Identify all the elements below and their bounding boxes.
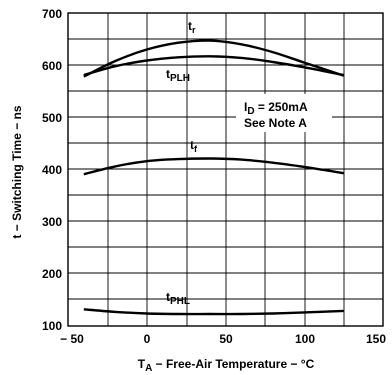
x-axis-title-rest: − Free-Air Temperature − °C	[152, 357, 314, 371]
annotation-line1-rest: = 250mA	[255, 100, 308, 114]
x-tick-label: 50	[219, 332, 233, 346]
x-axis-title-main: T	[138, 357, 146, 371]
series-label-sub: f	[194, 144, 198, 154]
series-label-sub: PHL	[170, 296, 190, 307]
x-tick-label: − 50	[60, 332, 84, 346]
series-label-sub: r	[192, 25, 196, 35]
y-tick-label: 300	[42, 215, 62, 229]
x-tick-label: 150	[366, 332, 386, 346]
y-tick-label: 600	[42, 59, 62, 73]
annotation-line1-sub: D	[247, 106, 254, 117]
plot-frame	[67, 12, 384, 327]
series-label-main: t	[166, 290, 170, 304]
series-label-main: t	[188, 19, 192, 33]
y-tick-label: 200	[42, 267, 62, 281]
x-tick-label: 100	[295, 332, 315, 346]
curve-tphl	[83, 308, 344, 316]
curve-tf	[83, 157, 344, 176]
annotation-line2: See Note A	[244, 116, 307, 130]
x-axis-title: TA − Free-Air Temperature − °C	[138, 357, 315, 374]
y-axis-title: t − Switching Time − ns	[10, 105, 24, 238]
curve-tplh	[83, 55, 344, 77]
annotation-box	[236, 94, 332, 132]
y-tick-label: 100	[42, 319, 62, 333]
series-label-tr: tr	[188, 19, 196, 35]
series-label-main: t	[166, 67, 170, 81]
annotation-line1-main: I	[244, 100, 247, 114]
series-label-tplh: tPLH	[166, 67, 190, 84]
x-axis-title-sub: A	[145, 363, 152, 374]
curve-tr	[83, 39, 344, 78]
series-label-main: t	[190, 138, 194, 152]
series-label-tf: tf	[190, 138, 198, 154]
series-label-tphl: tPHL	[166, 290, 190, 307]
y-tick-label: 400	[42, 163, 62, 177]
annotation-line1: ID = 250mA	[244, 100, 308, 117]
x-tick-label: 0	[144, 332, 151, 346]
series-label-sub: PLH	[170, 73, 190, 84]
y-tick-label: 500	[42, 111, 62, 125]
y-tick-label: 700	[42, 7, 62, 21]
